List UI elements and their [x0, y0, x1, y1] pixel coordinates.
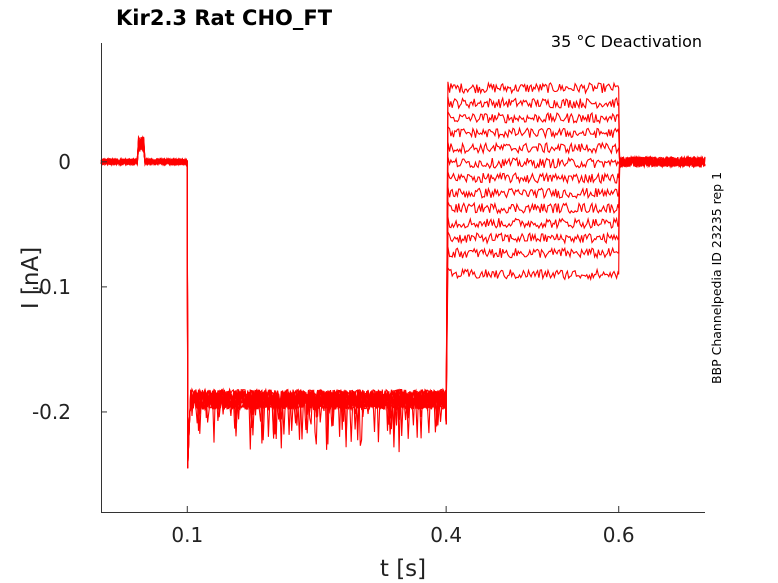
y-tick-label: -0.2 [32, 400, 71, 424]
chart-title: Kir2.3 Rat CHO_FT [116, 6, 333, 30]
side-label: BBP Channelpedia ID 23235 rep 1 [709, 172, 724, 384]
y-axis-label: I [nA] [18, 247, 44, 309]
y-tick-label: 0 [58, 150, 71, 174]
x-axis-label: t [s] [380, 556, 426, 582]
current-trace [100, 138, 706, 469]
x-ticks: 0.1 0.4 0.6 [171, 506, 635, 547]
x-tick-label: 0.6 [603, 523, 635, 547]
y-ticks: 0 -0.1 -0.2 [32, 150, 107, 424]
chart-subtitle: 35 °C Deactivation [551, 32, 702, 51]
x-tick-label: 0.4 [430, 523, 462, 547]
x-tick-label: 0.1 [171, 523, 203, 547]
current-trace [100, 134, 706, 469]
trace-group [100, 81, 706, 469]
current-trace [100, 138, 706, 469]
y-tick-label: -0.1 [32, 275, 71, 299]
